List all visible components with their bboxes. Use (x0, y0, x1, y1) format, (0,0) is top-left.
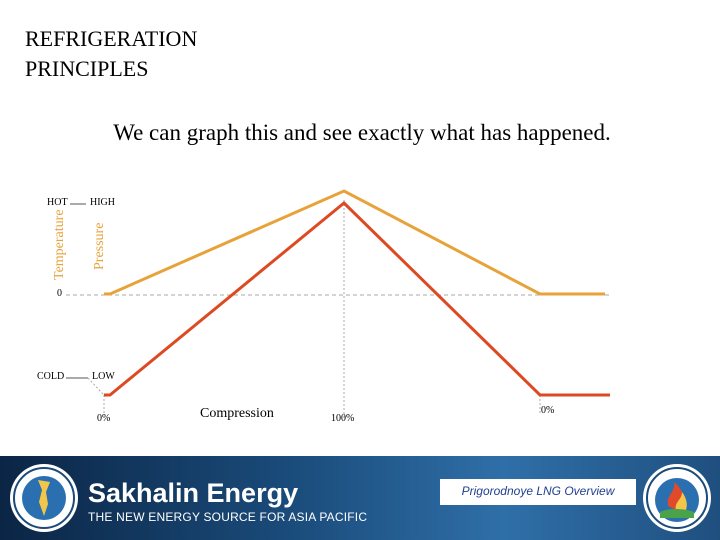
pressure-curve (104, 200, 610, 397)
refrigeration-diagram (66, 189, 610, 418)
tick-start-label: 0% (97, 413, 111, 424)
low-label: LOW (92, 371, 115, 382)
brand-tagline: THE NEW ENERGY SOURCE FOR ASIA PACIFIC (88, 510, 368, 524)
tick-end-label: 0% (541, 405, 555, 416)
zero-label: 0 (57, 288, 62, 299)
high-label: HIGH (90, 197, 115, 208)
temperature-axis-label: Temperature (52, 209, 67, 280)
sakhalin-emblem-icon (10, 464, 78, 532)
tick-mid-label: 100% (331, 413, 355, 424)
cold-label: COLD (37, 371, 65, 382)
compression-label: Compression (200, 406, 274, 421)
presentation-title: Prigorodnoye LNG Overview (461, 484, 615, 498)
temperature-curve (104, 189, 605, 296)
slide-title: REFRIGERATION PRINCIPLES (25, 26, 198, 81)
slide-subtitle: We can graph this and see exactly what h… (113, 120, 611, 145)
hot-label: HOT (47, 197, 68, 208)
pressure-axis-label: Pressure (92, 222, 107, 270)
brand-name: Sakhalin Energy (88, 478, 299, 508)
presentation-title-box (440, 479, 636, 505)
lng-emblem-icon (643, 464, 711, 532)
